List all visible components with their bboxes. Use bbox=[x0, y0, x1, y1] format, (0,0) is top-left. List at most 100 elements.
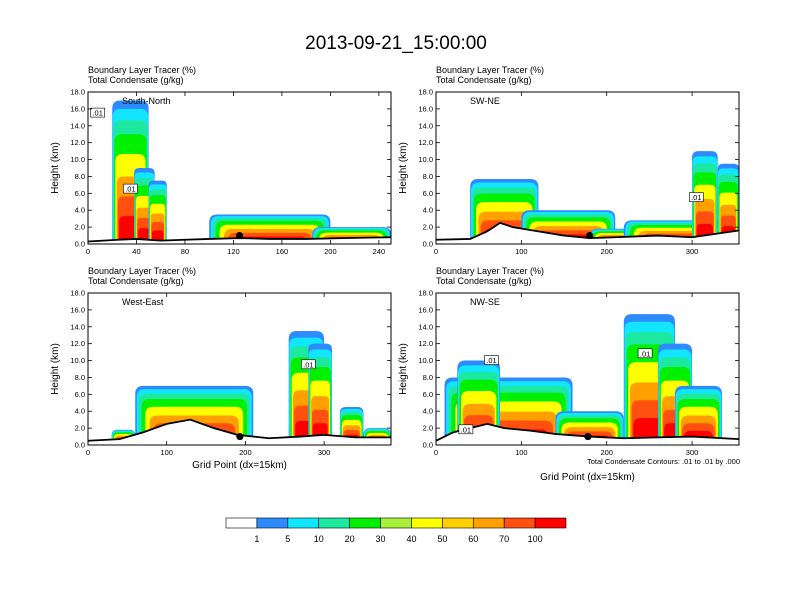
y-tick-label: 8.0 bbox=[75, 172, 85, 181]
panel-south-north: .01 .01 0.0 2.0 4.0 6.0 8.0 10.0 12.0 14.0 16.0 18.… bbox=[50, 65, 391, 256]
y-tick-label: 16.0 bbox=[418, 104, 433, 113]
y-tick-label: 4.0 bbox=[75, 206, 85, 215]
colorbar-swatch bbox=[473, 518, 504, 528]
y-tick-label: 10.0 bbox=[418, 356, 433, 365]
y-tick-label: 0.0 bbox=[423, 441, 433, 450]
x-tick-label: 300 bbox=[686, 448, 699, 457]
contour-label: .01 bbox=[486, 356, 496, 365]
colorbar-label: 100 bbox=[528, 534, 543, 544]
x-tick-label: 40 bbox=[132, 247, 140, 256]
y-tick-label: 8.0 bbox=[423, 172, 433, 181]
y-tick-label: 16.0 bbox=[70, 104, 85, 113]
colorbar-label: 5 bbox=[285, 534, 290, 544]
colorbar-swatch bbox=[535, 518, 566, 528]
colorbar-label: 50 bbox=[437, 534, 447, 544]
y-tick-label: 4.0 bbox=[75, 407, 85, 416]
panel-title-tracer: Boundary Layer Tracer (%) bbox=[436, 65, 544, 75]
panel-name: SW-NE bbox=[470, 96, 500, 106]
y-tick-label: 4.0 bbox=[423, 407, 433, 416]
y-tick-label: 6.0 bbox=[75, 390, 85, 399]
y-tick-label: 8.0 bbox=[423, 373, 433, 382]
contour-label: .01 bbox=[303, 360, 313, 369]
y-tick-label: 10.0 bbox=[418, 155, 433, 164]
y-tick-label: 14.0 bbox=[418, 121, 433, 130]
y-tick-label: 16.0 bbox=[418, 305, 433, 314]
colorbar-label: 1 bbox=[254, 534, 259, 544]
y-tick-label: 8.0 bbox=[75, 373, 85, 382]
panel-name: NW-SE bbox=[470, 297, 500, 307]
colorbar-label: 60 bbox=[468, 534, 478, 544]
x-tick-label: 0 bbox=[434, 448, 438, 457]
site-marker bbox=[584, 433, 591, 440]
y-tick-label: 12.0 bbox=[70, 138, 85, 147]
x-tick-label: 100 bbox=[515, 247, 528, 256]
y-tick-label: 0.0 bbox=[423, 240, 433, 249]
site-marker bbox=[236, 232, 243, 239]
x-tick-label: 240 bbox=[373, 247, 386, 256]
x-tick-label: 0 bbox=[434, 247, 438, 256]
x-tick-label: 200 bbox=[600, 448, 613, 457]
x-tick-label: 100 bbox=[160, 448, 173, 457]
panel-sw-ne: .01 0.0 2.0 4.0 6.0 8.0 10.0 12.0 14.0 16.0 18.0 0 1… bbox=[398, 65, 739, 256]
colorbar-label: 30 bbox=[376, 534, 386, 544]
y-tick-label: 12.0 bbox=[418, 339, 433, 348]
x-tick-label: 200 bbox=[600, 247, 613, 256]
y-tick-label: 0.0 bbox=[75, 240, 85, 249]
y-tick-label: 18.0 bbox=[418, 289, 433, 298]
colorbar-label: 70 bbox=[499, 534, 509, 544]
footnote: Total Condensate Contours: .01 to .01 by… bbox=[587, 457, 740, 466]
colorbar-swatch bbox=[226, 518, 257, 528]
contour-label: .01 bbox=[640, 349, 650, 358]
colorbar-swatch bbox=[350, 518, 381, 528]
y-tick-label: 12.0 bbox=[418, 138, 433, 147]
y-axis-label: Height (km) bbox=[398, 142, 409, 194]
colorbar-swatch bbox=[442, 518, 473, 528]
y-tick-label: 18.0 bbox=[70, 88, 85, 97]
y-tick-label: 12.0 bbox=[70, 339, 85, 348]
panel-west-east: .01 0.0 2.0 4.0 6.0 8.0 10.0 12.0 14.0 16.0 18.0 0 1… bbox=[50, 266, 391, 471]
figure-title: 2013-09-21_15:00:00 bbox=[305, 33, 487, 54]
y-tick-label: 6.0 bbox=[423, 189, 433, 198]
y-tick-label: 18.0 bbox=[70, 289, 85, 298]
y-tick-label: 0.0 bbox=[75, 441, 85, 450]
colorbar-swatch bbox=[504, 518, 535, 528]
x-tick-label: 0 bbox=[86, 247, 90, 256]
y-tick-label: 2.0 bbox=[423, 223, 433, 232]
panels: .01 .01 0.0 2.0 4.0 6.0 8.0 10.0 12.0 14.0 16.0 18.… bbox=[50, 65, 739, 483]
y-tick-label: 10.0 bbox=[70, 356, 85, 365]
colorbar-swatch bbox=[381, 518, 412, 528]
panel-nw-se: .01 .01 .01 0.0 2.0 4.0 6.0 8.0 10.0 12.0 14.0 16.0… bbox=[398, 266, 739, 483]
y-tick-label: 14.0 bbox=[418, 322, 433, 331]
site-marker bbox=[586, 232, 593, 239]
x-axis-label: Grid Point (dx=15km) bbox=[192, 460, 287, 471]
y-tick-label: 10.0 bbox=[70, 155, 85, 164]
x-tick-label: 100 bbox=[515, 448, 528, 457]
colorbar-label: 40 bbox=[406, 534, 416, 544]
y-tick-label: 2.0 bbox=[75, 424, 85, 433]
y-axis-label: Height (km) bbox=[398, 343, 409, 395]
site-marker bbox=[236, 433, 243, 440]
colorbar-swatch bbox=[288, 518, 319, 528]
x-tick-label: 160 bbox=[276, 247, 289, 256]
panel-title-condensate: Total Condensate (g/kg) bbox=[88, 75, 184, 85]
panel-name: West-East bbox=[122, 297, 164, 307]
panel-title-condensate: Total Condensate (g/kg) bbox=[436, 75, 532, 85]
contour-label: .01 bbox=[461, 425, 471, 434]
panel-title-condensate: Total Condensate (g/kg) bbox=[88, 276, 184, 286]
panel-title-condensate: Total Condensate (g/kg) bbox=[436, 276, 532, 286]
panel-name: South-North bbox=[122, 96, 171, 106]
colorbar: 1 5 10 20 30 40 50 60 70 100 bbox=[226, 518, 566, 544]
y-tick-label: 18.0 bbox=[418, 88, 433, 97]
y-tick-label: 16.0 bbox=[70, 305, 85, 314]
x-tick-label: 0 bbox=[86, 448, 90, 457]
x-tick-label: 120 bbox=[227, 247, 240, 256]
y-tick-label: 4.0 bbox=[423, 206, 433, 215]
colorbar-label: 10 bbox=[314, 534, 324, 544]
y-tick-label: 2.0 bbox=[75, 223, 85, 232]
y-tick-label: 14.0 bbox=[70, 322, 85, 331]
x-axis-label: Grid Point (dx=15km) bbox=[540, 472, 635, 483]
panel-title-tracer: Boundary Layer Tracer (%) bbox=[88, 266, 196, 276]
x-tick-label: 200 bbox=[324, 247, 337, 256]
x-tick-label: 300 bbox=[686, 247, 699, 256]
